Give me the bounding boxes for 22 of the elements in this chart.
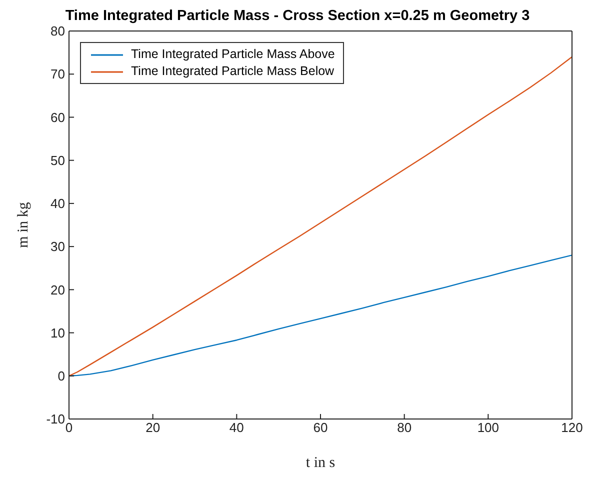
y-tick-label: 80 <box>50 24 65 39</box>
legend-label: Time Integrated Particle Mass Below <box>131 63 334 80</box>
y-tick-label: -10 <box>46 412 65 427</box>
line-series <box>69 254 572 376</box>
x-tick-label: 120 <box>561 420 583 436</box>
legend-label: Time Integrated Particle Mass Above <box>131 46 335 63</box>
x-axis-title: t in s <box>306 455 336 471</box>
y-axis-title: m in kg <box>15 202 32 248</box>
y-tick-label: 10 <box>50 325 65 340</box>
y-tick-label: 30 <box>50 239 65 254</box>
chart-title: Time Integrated Particle Mass - Cross Section x=0.25 m Geometry 3 <box>64 8 531 24</box>
y-tick-label: 70 <box>50 66 65 82</box>
y-tick-label: 50 <box>50 152 65 168</box>
x-tick-label: 100 <box>477 420 500 436</box>
x-tick-label: 80 <box>397 420 412 436</box>
x-tick-label: 20 <box>146 420 160 436</box>
y-tick-label: 40 <box>50 196 65 212</box>
y-tick-label: 20 <box>50 282 65 298</box>
y-tick-label: 60 <box>50 110 65 125</box>
y-tick-label: 0 <box>58 368 65 384</box>
x-tick-label: 60 <box>313 420 328 436</box>
x-tick-label: 40 <box>229 420 244 436</box>
